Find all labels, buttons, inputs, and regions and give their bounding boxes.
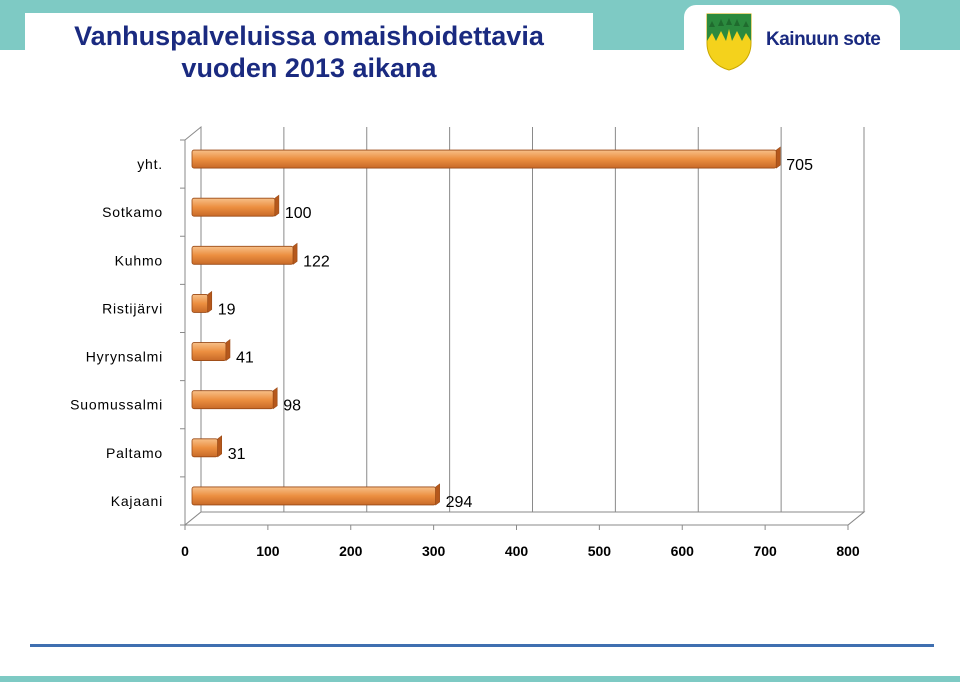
coat-of-arms-icon	[706, 13, 752, 71]
category-label: Kuhmo	[115, 252, 163, 268]
data-label: 98	[283, 398, 301, 415]
bar-5	[191, 338, 231, 362]
bar-1	[191, 146, 781, 169]
data-label: 705	[786, 157, 813, 174]
chart-side-wall	[184, 125, 202, 527]
footer-band	[0, 676, 960, 682]
chart-bars	[191, 146, 781, 506]
x-tick-label: 300	[422, 543, 446, 559]
category-label: Paltamo	[106, 445, 163, 461]
x-tick-label: 200	[339, 543, 363, 559]
x-tick-label: 600	[671, 543, 695, 559]
category-label: Hyrynsalmi	[86, 349, 163, 365]
x-tick-label: 100	[256, 543, 280, 559]
page-title-line2: vuoden 2013 aikana	[181, 53, 437, 83]
logo: Kainuun sote	[684, 5, 900, 75]
bar-2	[191, 194, 280, 217]
category-label: Ristijärvi	[102, 300, 163, 316]
data-label: 100	[285, 205, 312, 222]
x-tick-label: 0	[181, 543, 189, 559]
category-label: Kajaani	[111, 493, 163, 509]
logo-text: Kainuun sote	[766, 29, 881, 50]
x-tick-label: 400	[505, 543, 529, 559]
bar-6	[191, 387, 278, 410]
chart-grid	[267, 127, 865, 526]
bar-7	[191, 435, 222, 458]
footer-divider	[30, 644, 934, 647]
page-title-line1: Vanhuspalveluissa omaishoidettavia	[74, 21, 544, 51]
data-label: 122	[303, 253, 330, 270]
data-label: 41	[236, 350, 254, 367]
bar-8	[191, 483, 440, 506]
chart-labels: 0 100 200 300 400 500 600 700 800 yht. 705 Sotkamo 1…	[70, 156, 860, 559]
data-label: 19	[218, 301, 236, 318]
x-tick-label: 700	[753, 543, 777, 559]
category-label: Suomussalmi	[70, 397, 163, 413]
chart-axes	[180, 125, 866, 530]
category-label: Sotkamo	[102, 204, 163, 220]
title-box: Vanhuspalveluissa omaishoidettavia vuode…	[25, 13, 593, 93]
x-tick-label: 800	[836, 543, 860, 559]
data-label: 31	[228, 446, 246, 463]
chart-floor	[183, 511, 866, 526]
bar-3	[191, 242, 298, 265]
data-label: 294	[446, 494, 473, 511]
x-tick-label: 500	[588, 543, 612, 559]
category-label: yht.	[137, 156, 163, 172]
bar-4	[191, 290, 213, 314]
